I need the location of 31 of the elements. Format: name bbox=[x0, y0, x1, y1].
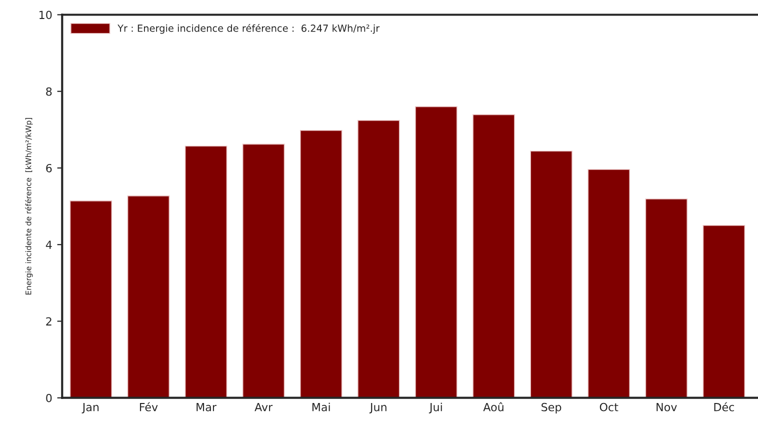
x-tick-label: Mai bbox=[312, 402, 330, 412]
y-tick-label: 2 bbox=[46, 317, 52, 326]
x-tick-label: Fév bbox=[140, 402, 158, 412]
legend-label: Yr : Energie incidence de référence : 6.247 kWh/m².jr bbox=[118, 24, 380, 34]
bar bbox=[184, 146, 228, 398]
bar bbox=[645, 198, 688, 398]
x-tick-label: Mar bbox=[196, 403, 217, 412]
x-tick-label: Jan bbox=[82, 403, 99, 414]
x-tick-label: Oct bbox=[600, 402, 618, 412]
y-tick-label: 6 bbox=[46, 164, 52, 172]
y-tick-label: 8 bbox=[46, 87, 52, 96]
x-tick-label: Jun bbox=[369, 403, 386, 414]
bar bbox=[588, 169, 630, 398]
y-tick-label: 10 bbox=[40, 10, 52, 20]
bar bbox=[530, 150, 572, 398]
bar bbox=[300, 130, 342, 398]
y-tick-label: 4 bbox=[46, 240, 52, 249]
bar bbox=[702, 225, 746, 398]
bar bbox=[242, 144, 285, 398]
bar bbox=[70, 200, 112, 398]
x-tick-label: Avr bbox=[254, 403, 273, 412]
x-tick-label: Nov bbox=[656, 403, 677, 412]
x-tick-label: Aoû bbox=[483, 402, 504, 412]
y-tick-label: 0 bbox=[46, 394, 52, 402]
bar bbox=[358, 120, 400, 398]
bar bbox=[472, 114, 515, 398]
x-tick-label: Jui bbox=[428, 402, 442, 414]
bar bbox=[415, 106, 458, 398]
x-tick-label: Sep bbox=[542, 402, 562, 414]
x-tick-label: Déc bbox=[714, 402, 734, 412]
bar bbox=[127, 196, 170, 398]
